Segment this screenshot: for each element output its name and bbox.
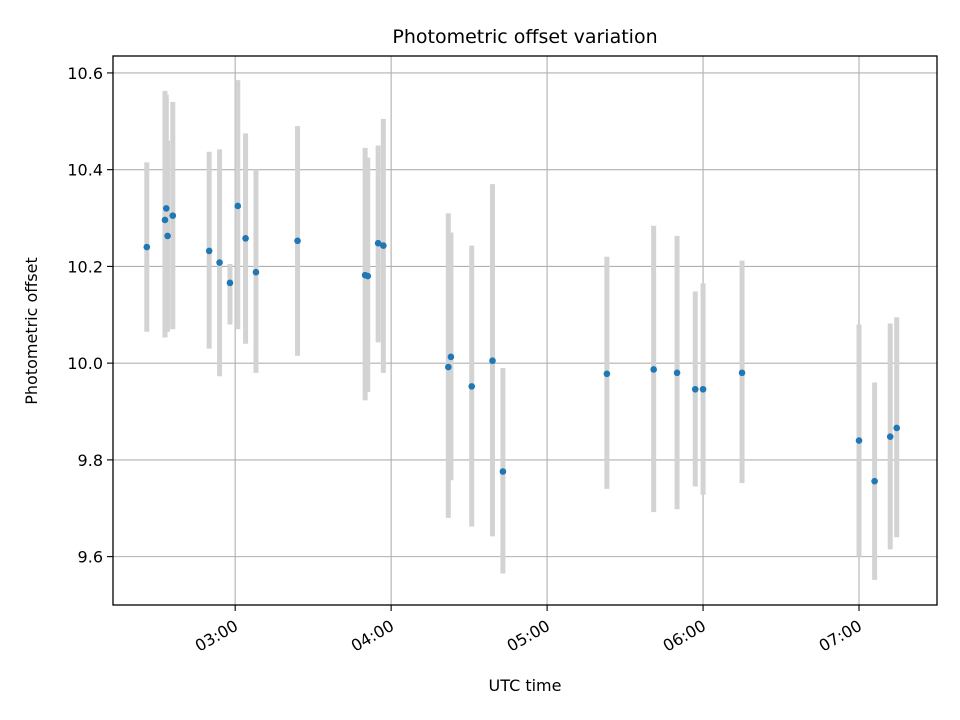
data-point [143,243,151,251]
x-axis-label: UTC time [489,676,562,695]
data-point [603,370,611,378]
y-tick-label: 9.8 [78,451,103,470]
data-point [169,212,177,219]
y-tick-label: 9.6 [78,548,103,567]
data-point [162,205,170,212]
data-point [893,424,901,432]
data-point [252,268,260,276]
data-point [445,363,452,371]
data-point [871,477,878,485]
data-point [447,353,455,361]
data-point [242,235,249,242]
y-tick-label: 10.4 [67,161,103,180]
data-point [164,232,171,240]
data-point [226,279,234,287]
data-point [886,433,894,440]
data-point [374,239,382,247]
data-point [855,437,863,444]
data-point [738,369,746,377]
y-tick-label: 10.0 [67,354,103,373]
data-point [468,383,476,390]
data-point [364,272,372,280]
data-point [216,259,223,266]
y-axis-ticks: 9.6 9.8 10.0 10.2 10.4 10.6 [67,64,113,567]
data-point [161,216,169,224]
data-point [234,202,242,210]
data-point [205,247,213,255]
data-point [499,468,507,475]
data-point [691,385,699,393]
data-point-layer [143,202,901,485]
data-point [650,366,657,373]
chart-title: Photometric offset variation [392,26,657,48]
data-point [699,385,707,393]
y-axis-label: Photometric offset [22,257,41,405]
data-point [673,369,681,377]
data-point [489,357,496,365]
data-point [380,242,387,249]
plot-frame [112,55,938,606]
data-point [294,237,301,245]
y-tick-label: 10.2 [67,257,103,276]
y-tick-label: 10.6 [67,64,103,83]
